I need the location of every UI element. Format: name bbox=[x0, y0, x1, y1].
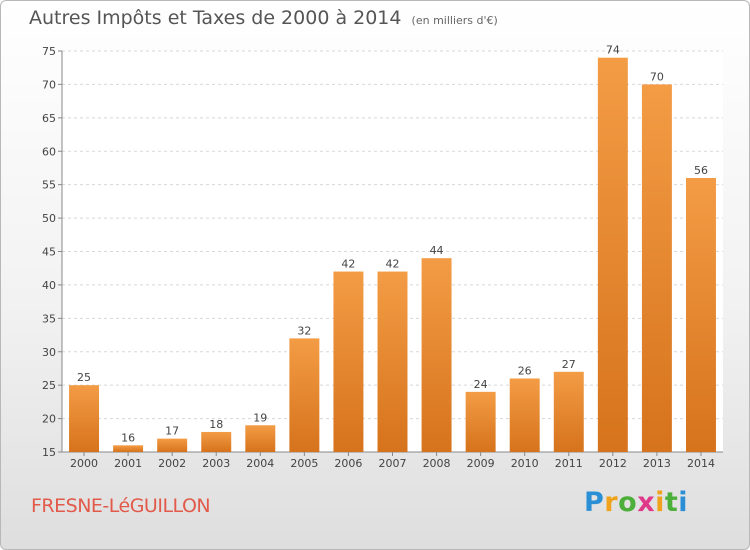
bar bbox=[157, 438, 188, 452]
x-tick-label: 2003 bbox=[202, 457, 230, 470]
y-tick-label: 25 bbox=[42, 379, 56, 392]
bar bbox=[377, 271, 408, 452]
x-tick-label: 2000 bbox=[70, 457, 98, 470]
y-tick-label: 35 bbox=[42, 312, 56, 325]
bar bbox=[553, 371, 584, 452]
y-tick-label: 15 bbox=[42, 446, 56, 459]
bar-value-label: 26 bbox=[518, 364, 532, 377]
y-tick-label: 75 bbox=[42, 45, 56, 58]
bar bbox=[465, 391, 496, 452]
chart-title: Autres Impôts et Taxes de 2000 à 2014 (e… bbox=[29, 7, 498, 29]
commune-name: FRESNE-LéGUILLON bbox=[31, 495, 211, 517]
bar-value-label: 25 bbox=[77, 371, 91, 384]
bar bbox=[641, 84, 672, 453]
bar-value-label: 17 bbox=[165, 425, 179, 438]
y-tick-label: 45 bbox=[42, 246, 56, 259]
logo-letter: r bbox=[604, 487, 619, 518]
bar bbox=[685, 177, 716, 452]
x-tick-label: 2009 bbox=[467, 457, 495, 470]
chart-subtitle: (en milliers d'€) bbox=[411, 14, 498, 27]
x-tick-label: 2002 bbox=[158, 457, 186, 470]
proxiti-logo: Proxiti bbox=[584, 487, 688, 518]
bar-value-label: 44 bbox=[430, 244, 444, 257]
y-tick-label: 20 bbox=[42, 413, 56, 426]
bar-value-label: 16 bbox=[121, 431, 135, 444]
y-tick-label: 65 bbox=[42, 112, 56, 125]
bar-value-label: 70 bbox=[650, 70, 664, 83]
bar-value-label: 32 bbox=[297, 324, 311, 337]
x-tick-label: 2004 bbox=[246, 457, 274, 470]
logo-letter: o bbox=[618, 487, 638, 518]
bar-value-label: 56 bbox=[694, 164, 708, 177]
bar-value-label: 18 bbox=[209, 418, 223, 431]
logo-letter: x bbox=[637, 487, 656, 518]
bar bbox=[113, 445, 144, 452]
bar bbox=[421, 258, 452, 452]
bar-value-label: 74 bbox=[606, 44, 620, 57]
bar bbox=[333, 271, 364, 452]
bar bbox=[289, 338, 320, 452]
x-tick-label: 2001 bbox=[114, 457, 142, 470]
y-tick-label: 60 bbox=[42, 145, 56, 158]
x-tick-label: 2011 bbox=[555, 457, 583, 470]
x-tick-label: 2014 bbox=[687, 457, 715, 470]
bar bbox=[69, 385, 100, 452]
bar-value-label: 42 bbox=[341, 258, 355, 271]
logo-letter: P bbox=[584, 487, 605, 518]
y-tick-label: 55 bbox=[42, 179, 56, 192]
bar bbox=[201, 431, 232, 452]
logo-letter: i bbox=[655, 487, 665, 518]
bar bbox=[509, 378, 540, 452]
y-tick-label: 30 bbox=[42, 346, 56, 359]
y-tick-label: 50 bbox=[42, 212, 56, 225]
x-tick-label: 2012 bbox=[599, 457, 627, 470]
bar-value-label: 19 bbox=[253, 411, 267, 424]
y-tick-label: 40 bbox=[42, 279, 56, 292]
bar bbox=[245, 425, 276, 452]
logo-letter: i bbox=[678, 487, 689, 518]
bar-value-label: 42 bbox=[386, 258, 400, 271]
x-tick-label: 2008 bbox=[423, 457, 451, 470]
bar bbox=[597, 57, 628, 452]
logo-letter: t bbox=[664, 487, 679, 518]
x-tick-label: 2006 bbox=[334, 457, 362, 470]
bar-value-label: 27 bbox=[562, 358, 576, 371]
bar-value-label: 24 bbox=[474, 378, 488, 391]
x-tick-label: 2005 bbox=[290, 457, 318, 470]
chart-title-text: Autres Impôts et Taxes de 2000 à 2014 bbox=[29, 7, 402, 29]
x-tick-label: 2013 bbox=[643, 457, 671, 470]
y-tick-label: 70 bbox=[42, 78, 56, 91]
x-tick-label: 2010 bbox=[511, 457, 539, 470]
x-tick-label: 2007 bbox=[379, 457, 407, 470]
